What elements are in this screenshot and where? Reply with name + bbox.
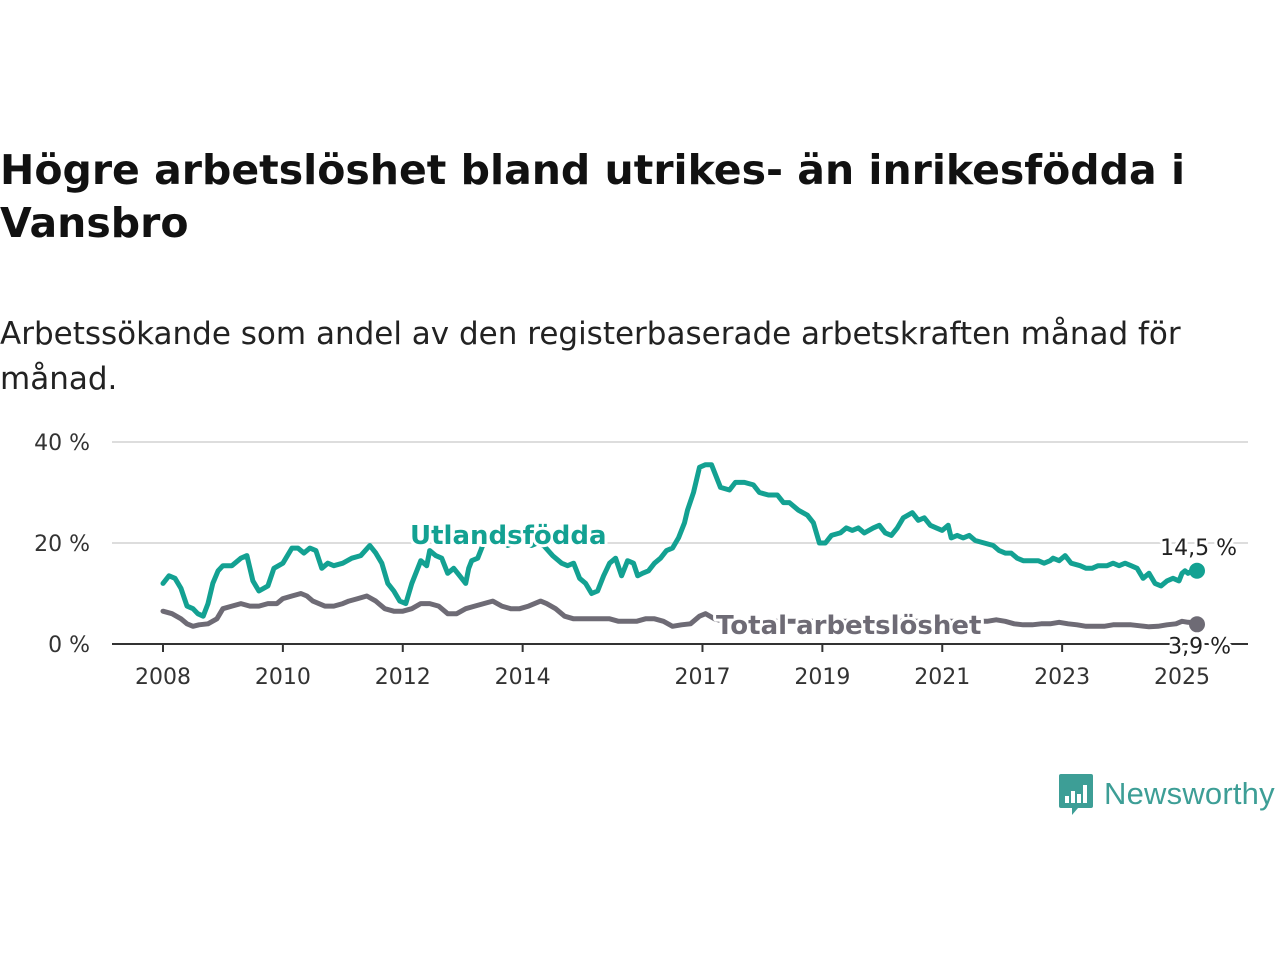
end-label-total: 3,9 %: [1168, 634, 1231, 659]
x-tick-label: 2021: [914, 665, 970, 690]
gridlines: [112, 441, 1248, 645]
end-point-marker: [1189, 562, 1205, 579]
chart-title: Högre arbetslöshet bland utrikes- än inr…: [0, 146, 1185, 247]
x-tick-label: 2008: [135, 665, 191, 690]
x-tick-label: 2012: [375, 665, 431, 690]
x-tick-label: 2017: [674, 665, 730, 690]
series-label-utlandsfodda: Utlandsfödda: [410, 521, 607, 551]
x-tick-label: 2023: [1034, 665, 1090, 690]
end-label-utlandsfodda: 14,5 %: [1160, 536, 1237, 561]
y-tick-label: 0 %: [48, 633, 90, 658]
x-tick-label: 2014: [495, 665, 551, 690]
y-axis-ticks: 0 % 20 % 40 %: [34, 431, 90, 658]
line-total-arbetsloshet: [160, 591, 1200, 630]
x-tick-label: 2010: [255, 665, 311, 690]
x-tick-label: 2019: [794, 665, 850, 690]
logo-text: Newsworthy: [1104, 776, 1275, 811]
end-point-marker: [1189, 616, 1205, 633]
line-utlandsfodda: [160, 462, 1200, 619]
x-tick-label: 2025: [1154, 665, 1210, 690]
y-tick-label: 20 %: [34, 532, 90, 557]
chart-subtitle: Arbetssökande som andel av den registerb…: [0, 316, 1181, 397]
series-lines: [160, 462, 1205, 633]
x-axis-ticks: 2008 2010 2012 2014 2017 2019 2021 2023 2025: [135, 644, 1210, 690]
series-label-total: Total arbetslöshet: [716, 611, 981, 641]
series-labels: Utlandsfödda Total arbetslöshet 14,5 % 3,9 …: [407, 518, 1240, 662]
y-tick-label: 40 %: [34, 431, 90, 456]
line-chart: 0 % 20 % 40 % 2008 2010 2012 2014 2017 2019 2021…: [34, 431, 1248, 690]
bar-chart-speech-bubble-icon: [1059, 774, 1093, 815]
newsworthy-logo: Newsworthy: [1058, 772, 1275, 816]
